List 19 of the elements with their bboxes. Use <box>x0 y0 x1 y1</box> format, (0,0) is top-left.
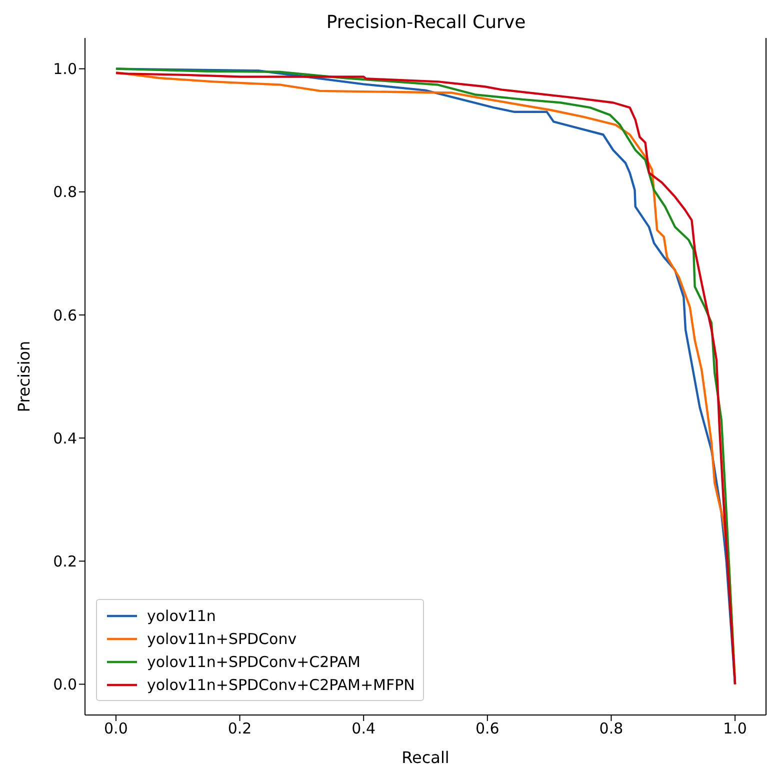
x-axis-title: Recall <box>402 748 450 767</box>
x-tick-label: 0.8 <box>599 720 624 738</box>
x-tick-label: 0.2 <box>228 720 252 738</box>
chart-title: Precision-Recall Curve <box>325 12 527 33</box>
x-tick-label: 0.4 <box>352 720 376 738</box>
legend-label: yolov11n+SPDConv+C2PAM+MFPN <box>147 676 415 694</box>
y-tick-label: 0.0 <box>53 676 77 694</box>
y-tick-label: 0.8 <box>53 183 77 202</box>
legend-label: yolov11n+SPDConv+C2PAM <box>147 652 360 670</box>
y-tick-label: 0.4 <box>53 429 77 448</box>
y-axis-title: Precision <box>14 340 34 412</box>
x-tick-label: 0.6 <box>475 720 500 738</box>
legend-label: yolov11n+SPDConv <box>147 630 297 648</box>
y-tick-label: 0.2 <box>53 552 77 570</box>
x-tick-label: 0.0 <box>104 720 128 738</box>
y-tick-label: 0.6 <box>53 306 77 324</box>
legend-label: yolov11n <box>147 606 216 624</box>
y-tick-label: 1.0 <box>53 60 77 78</box>
x-tick-label: 1.0 <box>723 720 747 738</box>
